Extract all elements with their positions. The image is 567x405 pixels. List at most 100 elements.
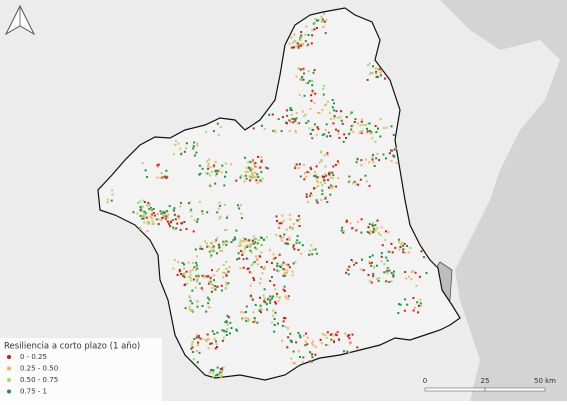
dot [418, 275, 421, 278]
dot [292, 262, 295, 265]
dot [314, 345, 317, 348]
dot [311, 342, 314, 345]
dot [242, 266, 245, 269]
dot [299, 68, 302, 71]
dot [321, 108, 324, 111]
dot [282, 261, 285, 264]
dot [290, 113, 293, 116]
dot [195, 264, 198, 267]
dot [190, 208, 193, 211]
dot [183, 284, 186, 287]
dot [224, 162, 227, 165]
dot [334, 163, 337, 166]
dot [390, 280, 393, 283]
dot [254, 176, 257, 179]
dot [205, 310, 208, 313]
dot [256, 173, 259, 176]
dot [305, 25, 308, 28]
dot [364, 124, 367, 126]
dot [212, 130, 215, 133]
dot [206, 172, 209, 175]
dot [241, 252, 244, 255]
dot [111, 189, 114, 192]
dot [177, 215, 180, 218]
dot [308, 253, 310, 256]
dot [260, 156, 263, 159]
dot [217, 134, 220, 136]
dot [187, 261, 190, 264]
dot [341, 122, 344, 125]
dot [226, 241, 229, 243]
dot [194, 286, 197, 289]
dot [197, 275, 200, 278]
dot [310, 194, 313, 196]
dot [163, 211, 166, 214]
dot [299, 37, 302, 40]
dot [261, 272, 264, 275]
dot [194, 248, 197, 251]
dot [180, 201, 182, 204]
dot [239, 242, 242, 245]
dot [299, 175, 302, 178]
dot [372, 65, 374, 68]
dot [368, 184, 371, 187]
dot [329, 193, 332, 196]
dot [214, 240, 217, 243]
dot [338, 136, 341, 139]
legend-box [0, 338, 162, 401]
dot [303, 163, 306, 166]
dot [219, 125, 222, 128]
dot [285, 263, 288, 266]
dot [291, 228, 294, 230]
dot [139, 227, 141, 229]
dot [269, 248, 271, 251]
dot [294, 131, 297, 133]
dot [144, 169, 147, 172]
dot [347, 269, 350, 271]
dot [197, 334, 200, 337]
dot [281, 325, 284, 327]
dot [300, 31, 303, 33]
dot [422, 256, 425, 259]
dot [370, 230, 373, 233]
dot [297, 248, 300, 251]
dot [208, 298, 211, 301]
dot [329, 176, 332, 179]
dot [292, 362, 295, 365]
dot [402, 244, 405, 247]
dot [388, 269, 391, 272]
dot [301, 42, 304, 45]
dot [310, 42, 313, 45]
dot [321, 333, 324, 336]
dot [196, 142, 199, 145]
dot [314, 92, 317, 95]
dot [229, 321, 232, 324]
dot [236, 204, 239, 207]
dot [207, 347, 210, 350]
dot [306, 343, 309, 346]
dot [311, 34, 314, 37]
dot [260, 171, 263, 174]
dot [224, 321, 227, 324]
dot [245, 257, 248, 260]
dot [311, 91, 314, 94]
dot [191, 341, 194, 343]
dot [245, 167, 248, 170]
dot [316, 201, 319, 204]
dot [141, 199, 144, 202]
dot [412, 297, 415, 299]
dot [207, 275, 210, 278]
dot [373, 165, 376, 167]
dot [141, 215, 144, 218]
dot [315, 199, 318, 202]
dot [335, 334, 338, 337]
dot [263, 298, 266, 301]
dot [292, 246, 295, 249]
dot [378, 277, 381, 280]
dot [294, 261, 297, 264]
dot [370, 261, 373, 264]
dot [227, 270, 230, 273]
dot [205, 242, 208, 245]
dot [263, 288, 266, 291]
dot [160, 172, 163, 174]
